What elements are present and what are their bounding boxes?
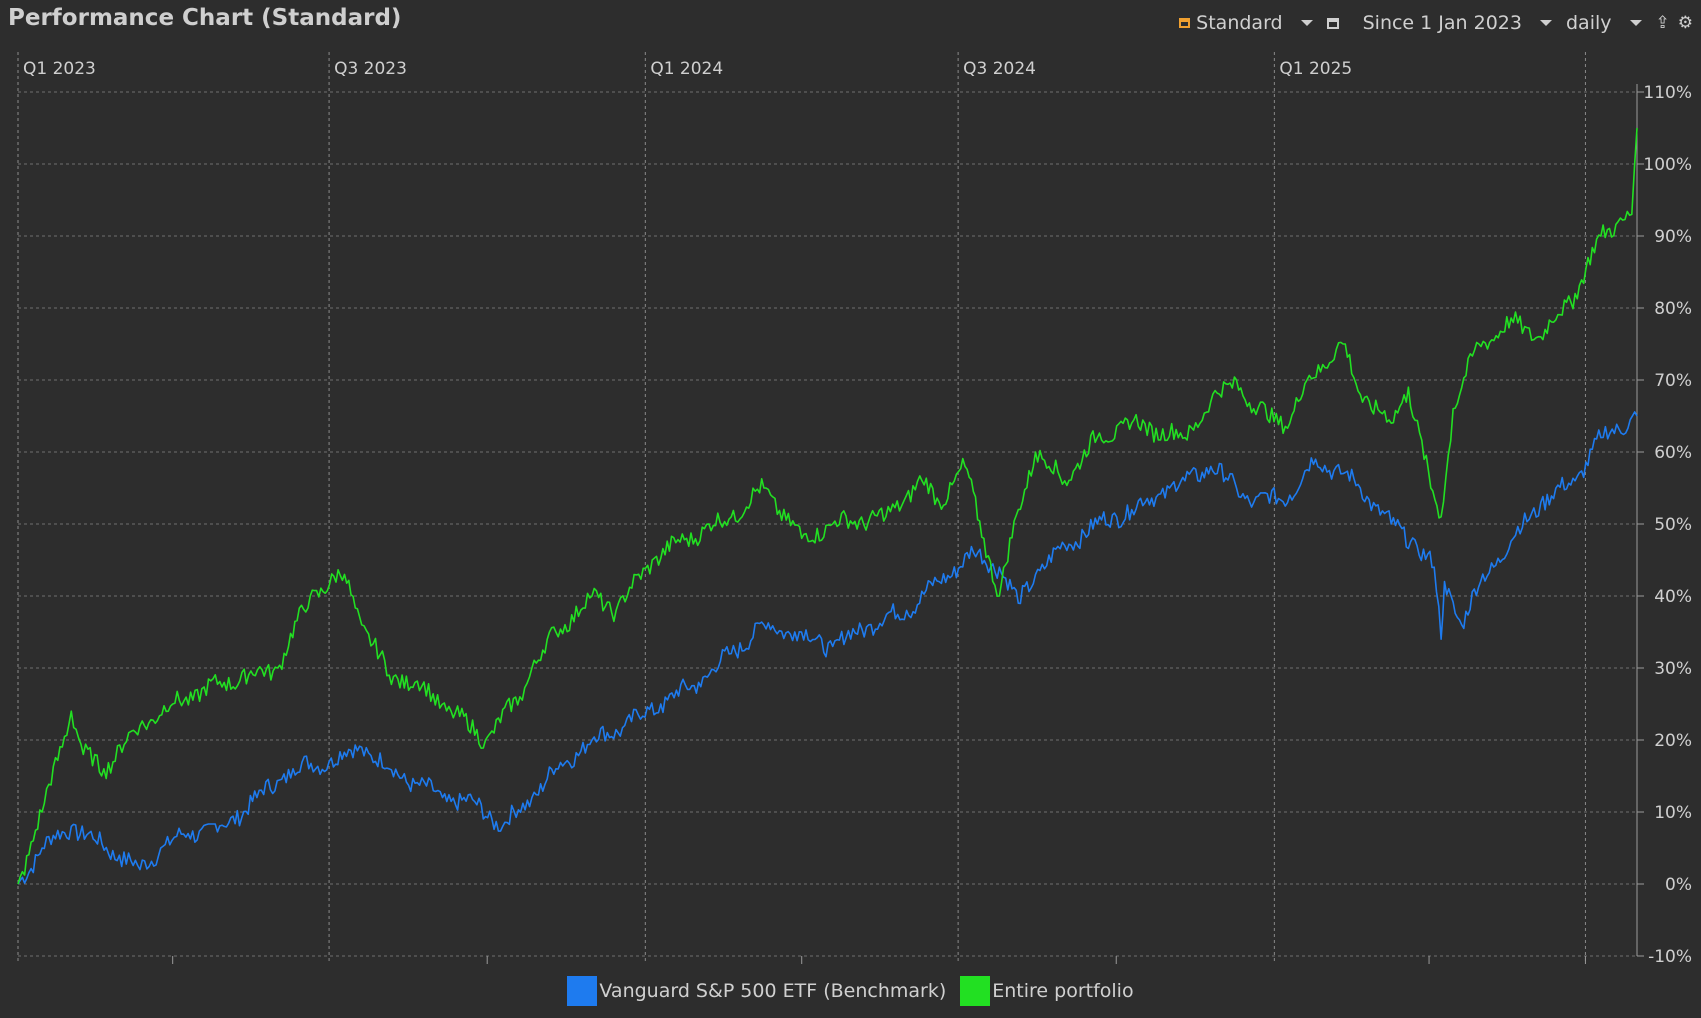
- y-tick-label: 70%: [1654, 371, 1692, 391]
- legend-label-portfolio: Entire portfolio: [992, 980, 1134, 1002]
- chart-legend: Vanguard S&P 500 ETF (Benchmark) Entire …: [0, 976, 1701, 1006]
- series-line-benchmark: [17, 411, 1638, 885]
- y-tick-label: 100%: [1643, 155, 1692, 175]
- y-tick-label: 40%: [1654, 587, 1692, 607]
- chart-toolbar: Standard Since 1 Jan 2023 daily ⇪ ⚙: [1179, 10, 1693, 36]
- y-tick-label: 10%: [1654, 803, 1692, 823]
- y-tick-label: 0%: [1665, 875, 1692, 895]
- y-tick-label: -10%: [1648, 947, 1692, 964]
- y-tick-label: 50%: [1654, 515, 1692, 535]
- y-tick-label: 80%: [1654, 299, 1692, 319]
- y-tick-label: 60%: [1654, 443, 1692, 463]
- calendar-icon: [1326, 17, 1339, 29]
- chevron-down-icon[interactable]: [1300, 20, 1313, 26]
- header-bar: Performance Chart (Standard) Standard Si…: [0, 0, 1701, 44]
- chevron-down-icon[interactable]: [1629, 20, 1642, 26]
- y-tick-label: 20%: [1654, 731, 1692, 751]
- series-line-portfolio: [17, 127, 1638, 885]
- interval-label: daily: [1565, 12, 1612, 34]
- x-tick-label: Q1 2023: [23, 59, 96, 79]
- export-icon[interactable]: ⇪: [1655, 13, 1670, 33]
- x-tick-label: Q3 2023: [334, 59, 407, 79]
- series-layer: [17, 127, 1638, 885]
- view-label: Standard: [1196, 12, 1283, 34]
- view-icon: [1179, 18, 1191, 28]
- interval-selector[interactable]: daily: [1566, 12, 1648, 34]
- y-tick-label: 30%: [1654, 659, 1692, 679]
- y-tick-label: 90%: [1654, 227, 1692, 247]
- performance-chart: Q1 2023 Q3 2023 Q1 2024 Q3 2024 Q1 2025 110%…: [17, 52, 1692, 964]
- view-selector[interactable]: Standard: [1179, 12, 1318, 34]
- period-selector[interactable]: Since 1 Jan 2023: [1326, 12, 1558, 34]
- legend-label-benchmark: Vanguard S&P 500 ETF (Benchmark): [599, 980, 947, 1002]
- legend-swatch-benchmark: [567, 976, 598, 1006]
- x-tick-label: Q1 2025: [1279, 59, 1352, 79]
- x-axis: Q1 2023 Q3 2023 Q1 2024 Q3 2024 Q1 2025: [23, 59, 1586, 964]
- period-label: Since 1 Jan 2023: [1362, 12, 1522, 34]
- y-axis: 110% 100% 90% 80% 70% 60% 50% 40% 30% 20% 10% 0% -10…: [1636, 83, 1692, 964]
- legend-item-benchmark[interactable]: Vanguard S&P 500 ETF (Benchmark): [567, 976, 946, 1006]
- legend-item-portfolio[interactable]: Entire portfolio: [960, 976, 1134, 1006]
- legend-swatch-portfolio: [960, 976, 991, 1006]
- settings-icon[interactable]: ⚙: [1677, 13, 1693, 33]
- x-tick-label: Q1 2024: [650, 59, 723, 79]
- x-tick-label: Q3 2024: [963, 59, 1036, 79]
- page-title: Performance Chart (Standard): [8, 5, 402, 31]
- y-tick-label: 110%: [1643, 83, 1692, 103]
- chart-grid: [17, 52, 1637, 964]
- chevron-down-icon[interactable]: [1539, 20, 1552, 26]
